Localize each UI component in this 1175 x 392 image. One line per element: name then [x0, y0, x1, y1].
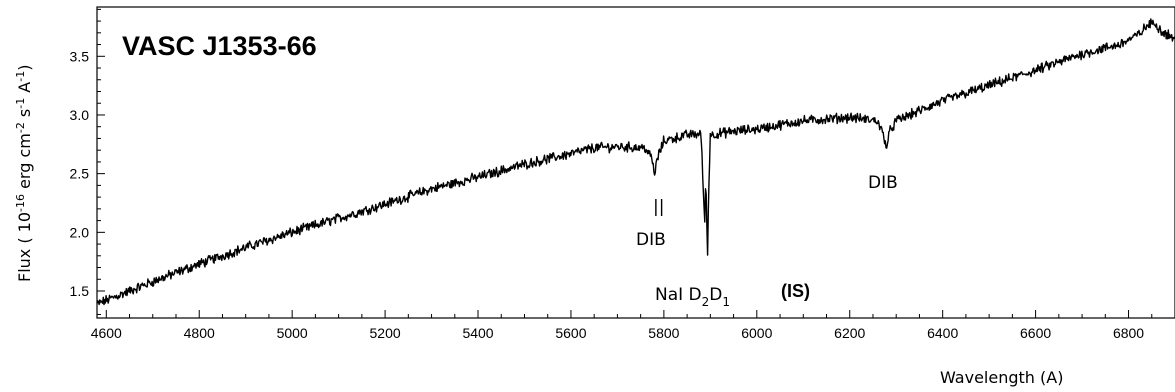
x-tick-label: 4800 [184, 325, 215, 341]
x-tick-label: 4600 [91, 325, 122, 341]
x-tick-label: 5000 [277, 325, 308, 341]
y-tick-label: 2.5 [70, 166, 90, 182]
y-tick-label: 3.0 [70, 107, 90, 123]
y-axis-label: Flux ( 10-16 erg cm-2 s-1 A-1) [14, 65, 34, 282]
x-axis-ticks: 4600 4800 5000 5200 5400 5600 5800 6000 6200 6400… [91, 310, 1175, 341]
x-tick-label: 5400 [462, 325, 493, 341]
is-label: (IS) [781, 281, 810, 301]
y-tick-label: 3.5 [70, 48, 90, 64]
x-tick-label: 5600 [555, 325, 586, 341]
x-tick-label: 5200 [370, 325, 401, 341]
spectrum-line [96, 18, 1175, 306]
dib-marker-5780: || [653, 197, 664, 217]
x-axis-label: Wavelength (A) [940, 368, 1063, 387]
nai-label: NaI D2D1 [655, 285, 730, 309]
dib-label-5780: DIB [636, 230, 666, 250]
x-tick-label: 6200 [834, 325, 865, 341]
y-axis-ticks: 1.5 2.0 2.5 3.0 3.5 [70, 8, 105, 315]
y-tick-label: 1.5 [70, 283, 90, 299]
x-tick-label: 6400 [927, 325, 958, 341]
dib-label-6280: DIB [868, 173, 898, 193]
y-tick-label: 2.0 [70, 224, 90, 240]
x-tick-label: 6600 [1020, 325, 1051, 341]
x-tick-label: 5800 [648, 325, 679, 341]
x-tick-label: 6800 [1113, 325, 1144, 341]
chart-title: VASC J1353-66 [122, 31, 317, 61]
x-tick-label: 6000 [741, 325, 772, 341]
plot-frame [96, 6, 1175, 319]
